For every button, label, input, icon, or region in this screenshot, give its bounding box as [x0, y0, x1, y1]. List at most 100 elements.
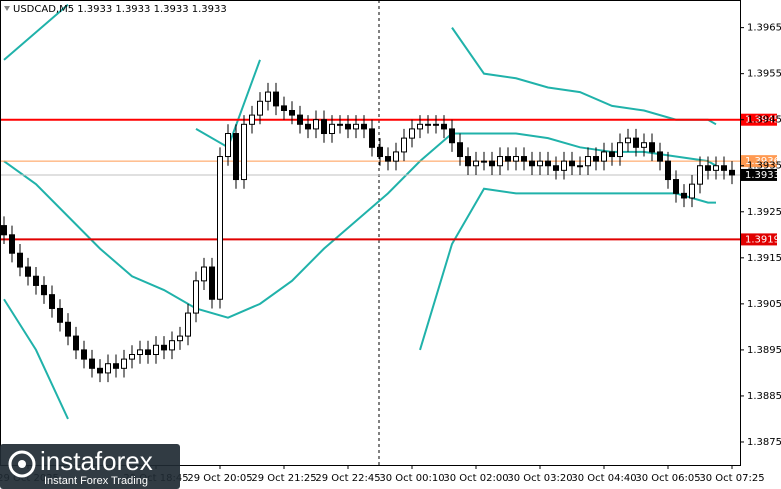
- candle-body: [361, 123, 367, 130]
- candle-body: [505, 156, 511, 162]
- x-tick-label: 30 Oct 06:05: [635, 473, 700, 484]
- level-label: 1.3933: [745, 170, 780, 181]
- candle-body: [257, 100, 263, 116]
- x-tick-label: 30 Oct 03:20: [507, 473, 572, 484]
- candle-body: [169, 340, 175, 351]
- candle-body: [113, 363, 119, 369]
- candle-body: [545, 160, 551, 167]
- x-tick-label: 30 Oct 07:25: [699, 473, 764, 484]
- watermark-logo-dot: [18, 460, 26, 468]
- level-label-box: [741, 168, 777, 181]
- candle-body: [209, 266, 215, 300]
- candle-body: [585, 156, 591, 167]
- candle-body: [241, 123, 247, 181]
- level-label-box: [741, 233, 777, 246]
- candle-body: [289, 109, 295, 116]
- candle-body: [561, 160, 567, 171]
- candle-body: [145, 349, 151, 356]
- candle-body: [657, 151, 663, 162]
- candle-body: [73, 335, 79, 351]
- candle-body: [265, 91, 271, 102]
- candle-body: [377, 146, 383, 158]
- candle-body: [697, 165, 703, 185]
- candle-body: [641, 142, 647, 148]
- watermark-brand: instaforex: [40, 446, 153, 476]
- y-tick-label: 1.3905: [747, 299, 781, 310]
- candle-body: [185, 312, 191, 337]
- candle-body: [313, 119, 319, 130]
- candle-body: [473, 160, 479, 167]
- candle-body: [105, 363, 111, 374]
- candle-body: [665, 160, 671, 181]
- candle-body: [25, 266, 31, 277]
- candle-body: [161, 344, 167, 351]
- candle-body: [553, 165, 559, 171]
- candle-body: [353, 123, 359, 130]
- candle-body: [177, 335, 183, 342]
- candle-body: [129, 354, 135, 360]
- title-icon: [4, 6, 10, 11]
- candle-body: [153, 344, 159, 356]
- candle-body: [345, 123, 351, 130]
- y-tick-label: 1.3915: [747, 253, 781, 264]
- candle-body: [729, 169, 735, 176]
- candle-body: [521, 156, 527, 162]
- candle-body: [137, 349, 143, 356]
- candle-body: [65, 321, 71, 337]
- candle-body: [233, 133, 239, 181]
- candle-body: [249, 114, 255, 125]
- candle-body: [457, 142, 463, 158]
- candle-body: [513, 156, 519, 162]
- y-tick-label: 1.3935: [747, 161, 781, 172]
- candle-body: [673, 179, 679, 194]
- candle-body: [601, 151, 607, 162]
- candle-body: [49, 294, 55, 309]
- candle-body: [217, 156, 223, 300]
- y-tick-label: 1.3965: [747, 23, 781, 34]
- candle-body: [17, 252, 23, 268]
- candle-body: [321, 119, 327, 135]
- candle-body: [617, 142, 623, 158]
- x-tick-label: 29 Oct 20:05: [187, 473, 252, 484]
- level-label: 1.3936: [745, 156, 780, 167]
- plot-frame: [0, 0, 741, 466]
- candle-body: [33, 275, 39, 286]
- candle-body: [713, 165, 719, 171]
- level-label-box: [741, 113, 777, 126]
- candle-body: [609, 151, 615, 158]
- y-tick-label: 1.3895: [747, 345, 781, 356]
- y-tick-label: 1.3925: [747, 207, 781, 218]
- candle-body: [425, 123, 431, 126]
- overlay: 1.3945 1.3936 1.3933 1.3919: [741, 113, 780, 246]
- candle-body: [393, 151, 399, 162]
- candle-body: [193, 280, 199, 314]
- candle-body: [337, 123, 343, 126]
- candle-body: [529, 160, 535, 167]
- watermark-tagline: Instant Forex Trading: [44, 475, 148, 487]
- x-tick-label: 29 Oct 21:25: [251, 473, 316, 484]
- candle-body: [577, 165, 583, 168]
- candle-body: [409, 128, 415, 139]
- candle-body: [633, 137, 639, 148]
- y-tick-label: 1.3955: [747, 69, 781, 80]
- candle-body: [201, 266, 207, 282]
- candle-body: [305, 123, 311, 130]
- x-tick-label: 30 Oct 04:40: [571, 473, 636, 484]
- candle-body: [401, 137, 407, 153]
- candle-body: [9, 234, 15, 254]
- candle-body: [433, 123, 439, 126]
- candle-body: [81, 349, 87, 360]
- candle-body: [97, 367, 103, 374]
- candle-body: [481, 160, 487, 163]
- candle-body: [281, 105, 287, 111]
- candle-body: [705, 165, 711, 171]
- candle-body: [329, 123, 335, 135]
- watermark-box: [0, 444, 180, 489]
- candle-body: [465, 156, 471, 167]
- y-tick-label: 1.3875: [747, 437, 781, 448]
- candle-body: [225, 133, 231, 158]
- chart-title: USDCAD,M5 1.3933 1.3933 1.3933 1.3933: [13, 4, 227, 15]
- watermark-logo: [8, 450, 36, 478]
